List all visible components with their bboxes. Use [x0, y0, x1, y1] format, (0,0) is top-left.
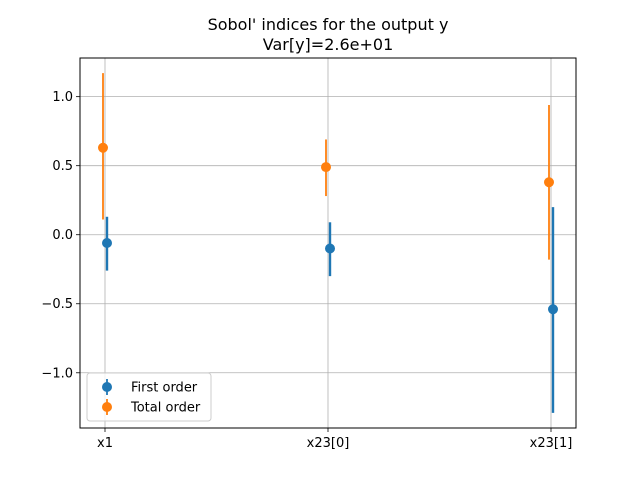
data-point	[102, 238, 112, 248]
x-tick-label: x23[0]	[307, 436, 350, 451]
legend-label: Total order	[130, 401, 201, 416]
y-tick-label: 0.0	[52, 228, 73, 243]
data-point	[325, 243, 335, 254]
x-tick-label: x1	[97, 436, 113, 451]
y-axis: 1.0 0.5 0.0 −0.5 −1.0	[41, 90, 80, 381]
x-axis: x1 x23[0] x23[1]	[97, 428, 572, 451]
y-tick-label: −0.5	[41, 297, 73, 312]
legend-label: First order	[131, 381, 198, 396]
data-point	[548, 304, 558, 315]
x-tick-label: x23[1]	[530, 436, 573, 451]
data-point	[98, 142, 108, 153]
legend-marker	[102, 382, 112, 392]
legend-marker	[102, 402, 112, 412]
legend: First order Total order	[86, 372, 212, 422]
y-tick-label: 1.0	[52, 90, 73, 105]
chart-subtitle: Var[y]=2.6e+01	[263, 35, 394, 54]
data-points	[98, 142, 558, 315]
y-tick-label: 0.5	[52, 159, 73, 174]
data-point	[544, 177, 554, 188]
chart-title: Sobol' indices for the output y	[208, 15, 449, 34]
legend-box	[86, 372, 212, 422]
data-point	[321, 162, 331, 173]
y-tick-label: −1.0	[41, 366, 73, 381]
